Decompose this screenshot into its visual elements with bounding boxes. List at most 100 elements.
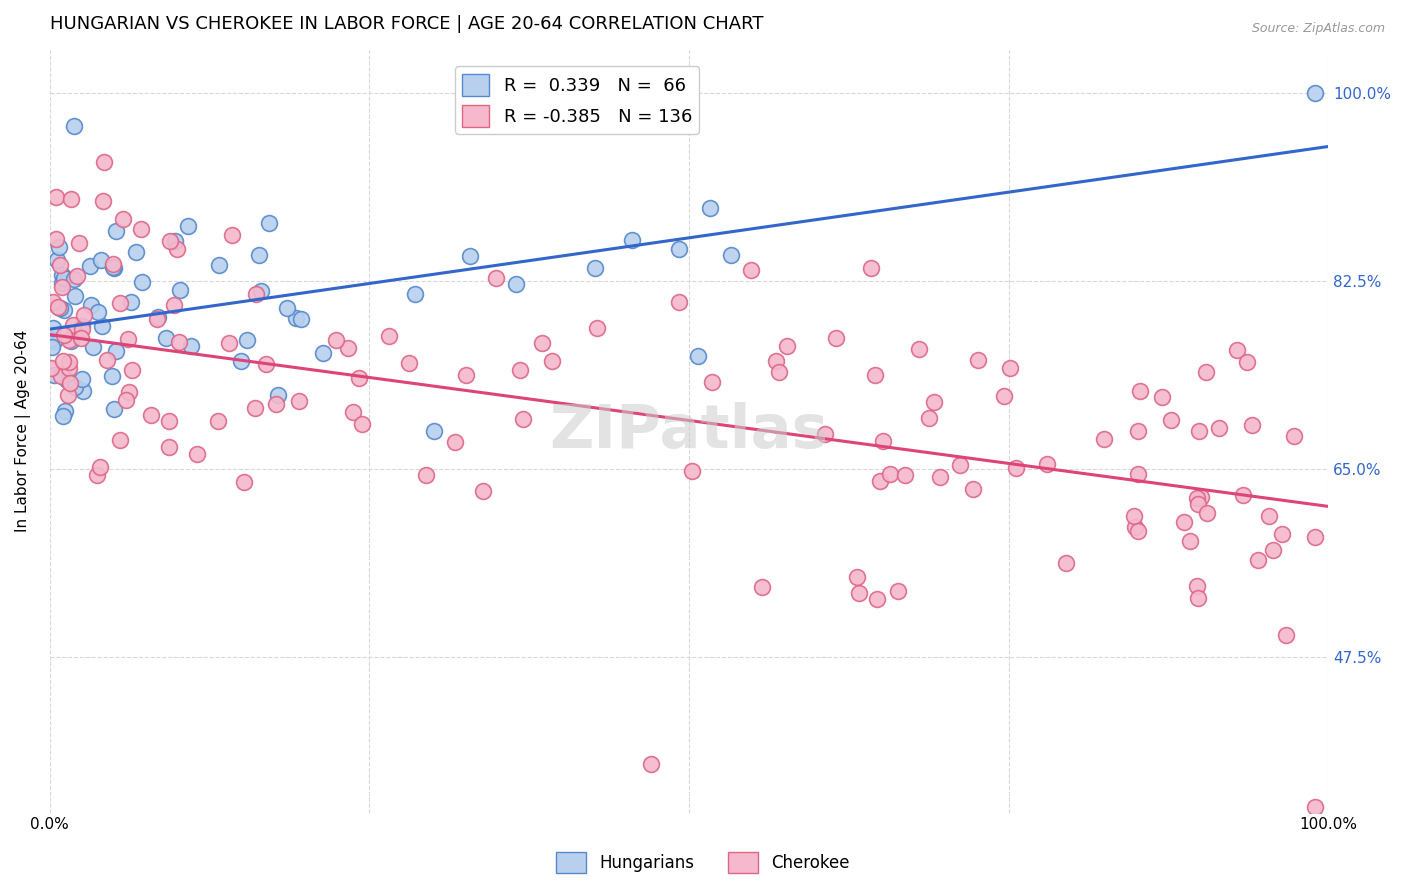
Point	[342, 405, 364, 419]
Point	[668, 242, 690, 256]
Point	[157, 414, 180, 428]
Point	[39, 333, 62, 347]
Point	[1195, 506, 1218, 520]
Point	[1160, 413, 1182, 427]
Point	[73, 308, 96, 322]
Point	[163, 298, 186, 312]
Point	[117, 332, 139, 346]
Point	[312, 346, 335, 360]
Point	[103, 260, 125, 275]
Point	[79, 298, 101, 312]
Point	[1188, 424, 1211, 438]
Point	[949, 458, 972, 472]
Point	[267, 388, 290, 402]
Point	[423, 424, 446, 438]
Point	[48, 240, 70, 254]
Point	[96, 353, 118, 368]
Point	[59, 192, 82, 206]
Point	[966, 352, 988, 367]
Point	[887, 584, 910, 599]
Point	[101, 368, 124, 383]
Point	[681, 464, 703, 478]
Point	[1129, 384, 1152, 398]
Point	[1305, 800, 1327, 814]
Point	[1054, 556, 1077, 570]
Point	[814, 427, 837, 442]
Point	[1185, 579, 1208, 593]
Point	[509, 363, 531, 377]
Point	[52, 409, 75, 423]
Point	[46, 252, 69, 267]
Point	[58, 355, 80, 369]
Point	[347, 370, 370, 384]
Point	[45, 232, 67, 246]
Point	[91, 194, 114, 208]
Point	[105, 224, 128, 238]
Point	[1236, 355, 1258, 369]
Point	[70, 372, 93, 386]
Point	[1271, 526, 1294, 541]
Point	[740, 263, 762, 277]
Point	[531, 335, 554, 350]
Point	[1185, 491, 1208, 506]
Point	[52, 354, 75, 368]
Point	[1004, 461, 1026, 475]
Point	[121, 362, 143, 376]
Point	[825, 331, 848, 345]
Text: Source: ZipAtlas.com: Source: ZipAtlas.com	[1251, 22, 1385, 36]
Point	[49, 301, 72, 315]
Point	[720, 248, 742, 262]
Point	[583, 261, 606, 276]
Point	[848, 586, 870, 600]
Point	[1126, 524, 1149, 538]
Point	[350, 417, 373, 431]
Point	[768, 365, 790, 379]
Point	[1126, 424, 1149, 438]
Point	[159, 235, 181, 249]
Point	[59, 334, 82, 349]
Point	[1189, 490, 1212, 504]
Point	[104, 344, 127, 359]
Point	[894, 468, 917, 483]
Point	[155, 331, 177, 345]
Point	[110, 433, 132, 447]
Point	[290, 311, 312, 326]
Point	[87, 305, 110, 319]
Point	[139, 408, 162, 422]
Point	[1225, 343, 1247, 358]
Point	[169, 335, 191, 350]
Point	[236, 333, 259, 347]
Point	[58, 361, 80, 376]
Point	[169, 283, 191, 297]
Legend: Hungarians, Cherokee: Hungarians, Cherokee	[550, 846, 856, 880]
Point	[1173, 515, 1195, 529]
Point	[82, 340, 104, 354]
Point	[72, 384, 94, 399]
Point	[53, 328, 76, 343]
Point	[63, 120, 86, 134]
Point	[207, 414, 229, 428]
Point	[1305, 86, 1327, 100]
Point	[1125, 520, 1147, 534]
Point	[776, 339, 799, 353]
Point	[56, 388, 79, 402]
Point	[93, 155, 115, 169]
Point	[621, 233, 644, 247]
Point	[101, 257, 124, 271]
Point	[247, 248, 270, 262]
Point	[63, 271, 86, 285]
Point	[288, 394, 311, 409]
Point	[1123, 509, 1146, 524]
Point	[86, 468, 108, 483]
Point	[250, 284, 273, 298]
Point	[131, 275, 153, 289]
Point	[101, 260, 124, 274]
Point	[928, 470, 950, 484]
Point	[1187, 591, 1209, 605]
Point	[55, 403, 77, 417]
Point	[472, 483, 495, 498]
Point	[111, 212, 134, 227]
Point	[91, 319, 114, 334]
Point	[89, 459, 111, 474]
Point	[44, 368, 66, 383]
